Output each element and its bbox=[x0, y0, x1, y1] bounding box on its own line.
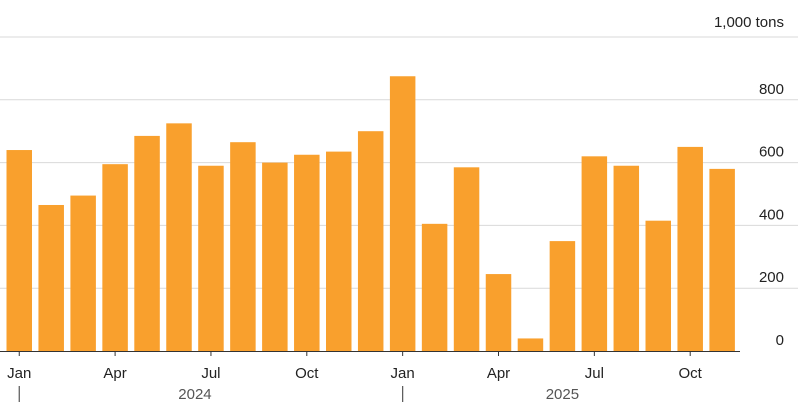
unit-label: 1,000 tons bbox=[714, 14, 784, 31]
bar-2024-11 bbox=[326, 151, 352, 351]
bar-2025-11 bbox=[709, 168, 735, 351]
x-tick-label-apr: Apr bbox=[487, 365, 510, 382]
bar-2024-02 bbox=[38, 204, 64, 351]
bar-2025-06 bbox=[549, 241, 576, 351]
x-tick-label-oct: Oct bbox=[295, 365, 319, 382]
bar-2024-09 bbox=[262, 162, 288, 351]
y-tick-label-600: 600 bbox=[759, 144, 784, 161]
year-labels: 2024 2025 bbox=[18, 386, 579, 403]
bar-2024-07 bbox=[198, 165, 224, 351]
bar-2024-06 bbox=[166, 123, 192, 351]
year-label-2025: 2025 bbox=[546, 386, 579, 403]
bar-2025-09 bbox=[645, 220, 671, 351]
bar-2024-10 bbox=[294, 154, 320, 351]
y-axis-ticks: 0 200 400 600 800 bbox=[759, 81, 784, 349]
bar-2025-02 bbox=[421, 223, 448, 351]
x-tick-label-jan: Jan bbox=[391, 365, 415, 382]
year-label-2024: 2024 bbox=[178, 386, 211, 403]
bar-2025-05 bbox=[517, 338, 544, 351]
x-tick-label-jan: Jan bbox=[7, 365, 31, 382]
y-tick-label-800: 800 bbox=[759, 81, 784, 98]
bar-2025-01 bbox=[389, 76, 416, 351]
x-tick-label-oct: Oct bbox=[679, 365, 703, 382]
x-tick-label-jul: Jul bbox=[201, 365, 220, 382]
x-tick-label-apr: Apr bbox=[103, 365, 126, 382]
bar-2024-01 bbox=[6, 150, 32, 351]
bar-layer bbox=[6, 76, 735, 351]
bar-2025-07 bbox=[581, 156, 608, 351]
x-tick-label-jul: Jul bbox=[585, 365, 604, 382]
bar-2025-03 bbox=[453, 167, 480, 351]
bar-2025-04 bbox=[485, 274, 512, 351]
bar-2024-04 bbox=[102, 164, 128, 351]
y-tick-label-400: 400 bbox=[759, 206, 784, 223]
bar-2024-03 bbox=[70, 195, 96, 351]
y-tick-label-0: 0 bbox=[776, 332, 784, 349]
bar-2024-12 bbox=[357, 131, 384, 351]
bar-2024-05 bbox=[134, 135, 160, 351]
bar-2025-10 bbox=[677, 146, 703, 351]
y-tick-label-200: 200 bbox=[759, 269, 784, 286]
bar-2025-08 bbox=[613, 165, 640, 351]
x-axis-ticks: Jan Apr Jul Oct Jan Apr Jul Oct bbox=[7, 351, 703, 382]
bar-2024-08 bbox=[230, 142, 256, 351]
